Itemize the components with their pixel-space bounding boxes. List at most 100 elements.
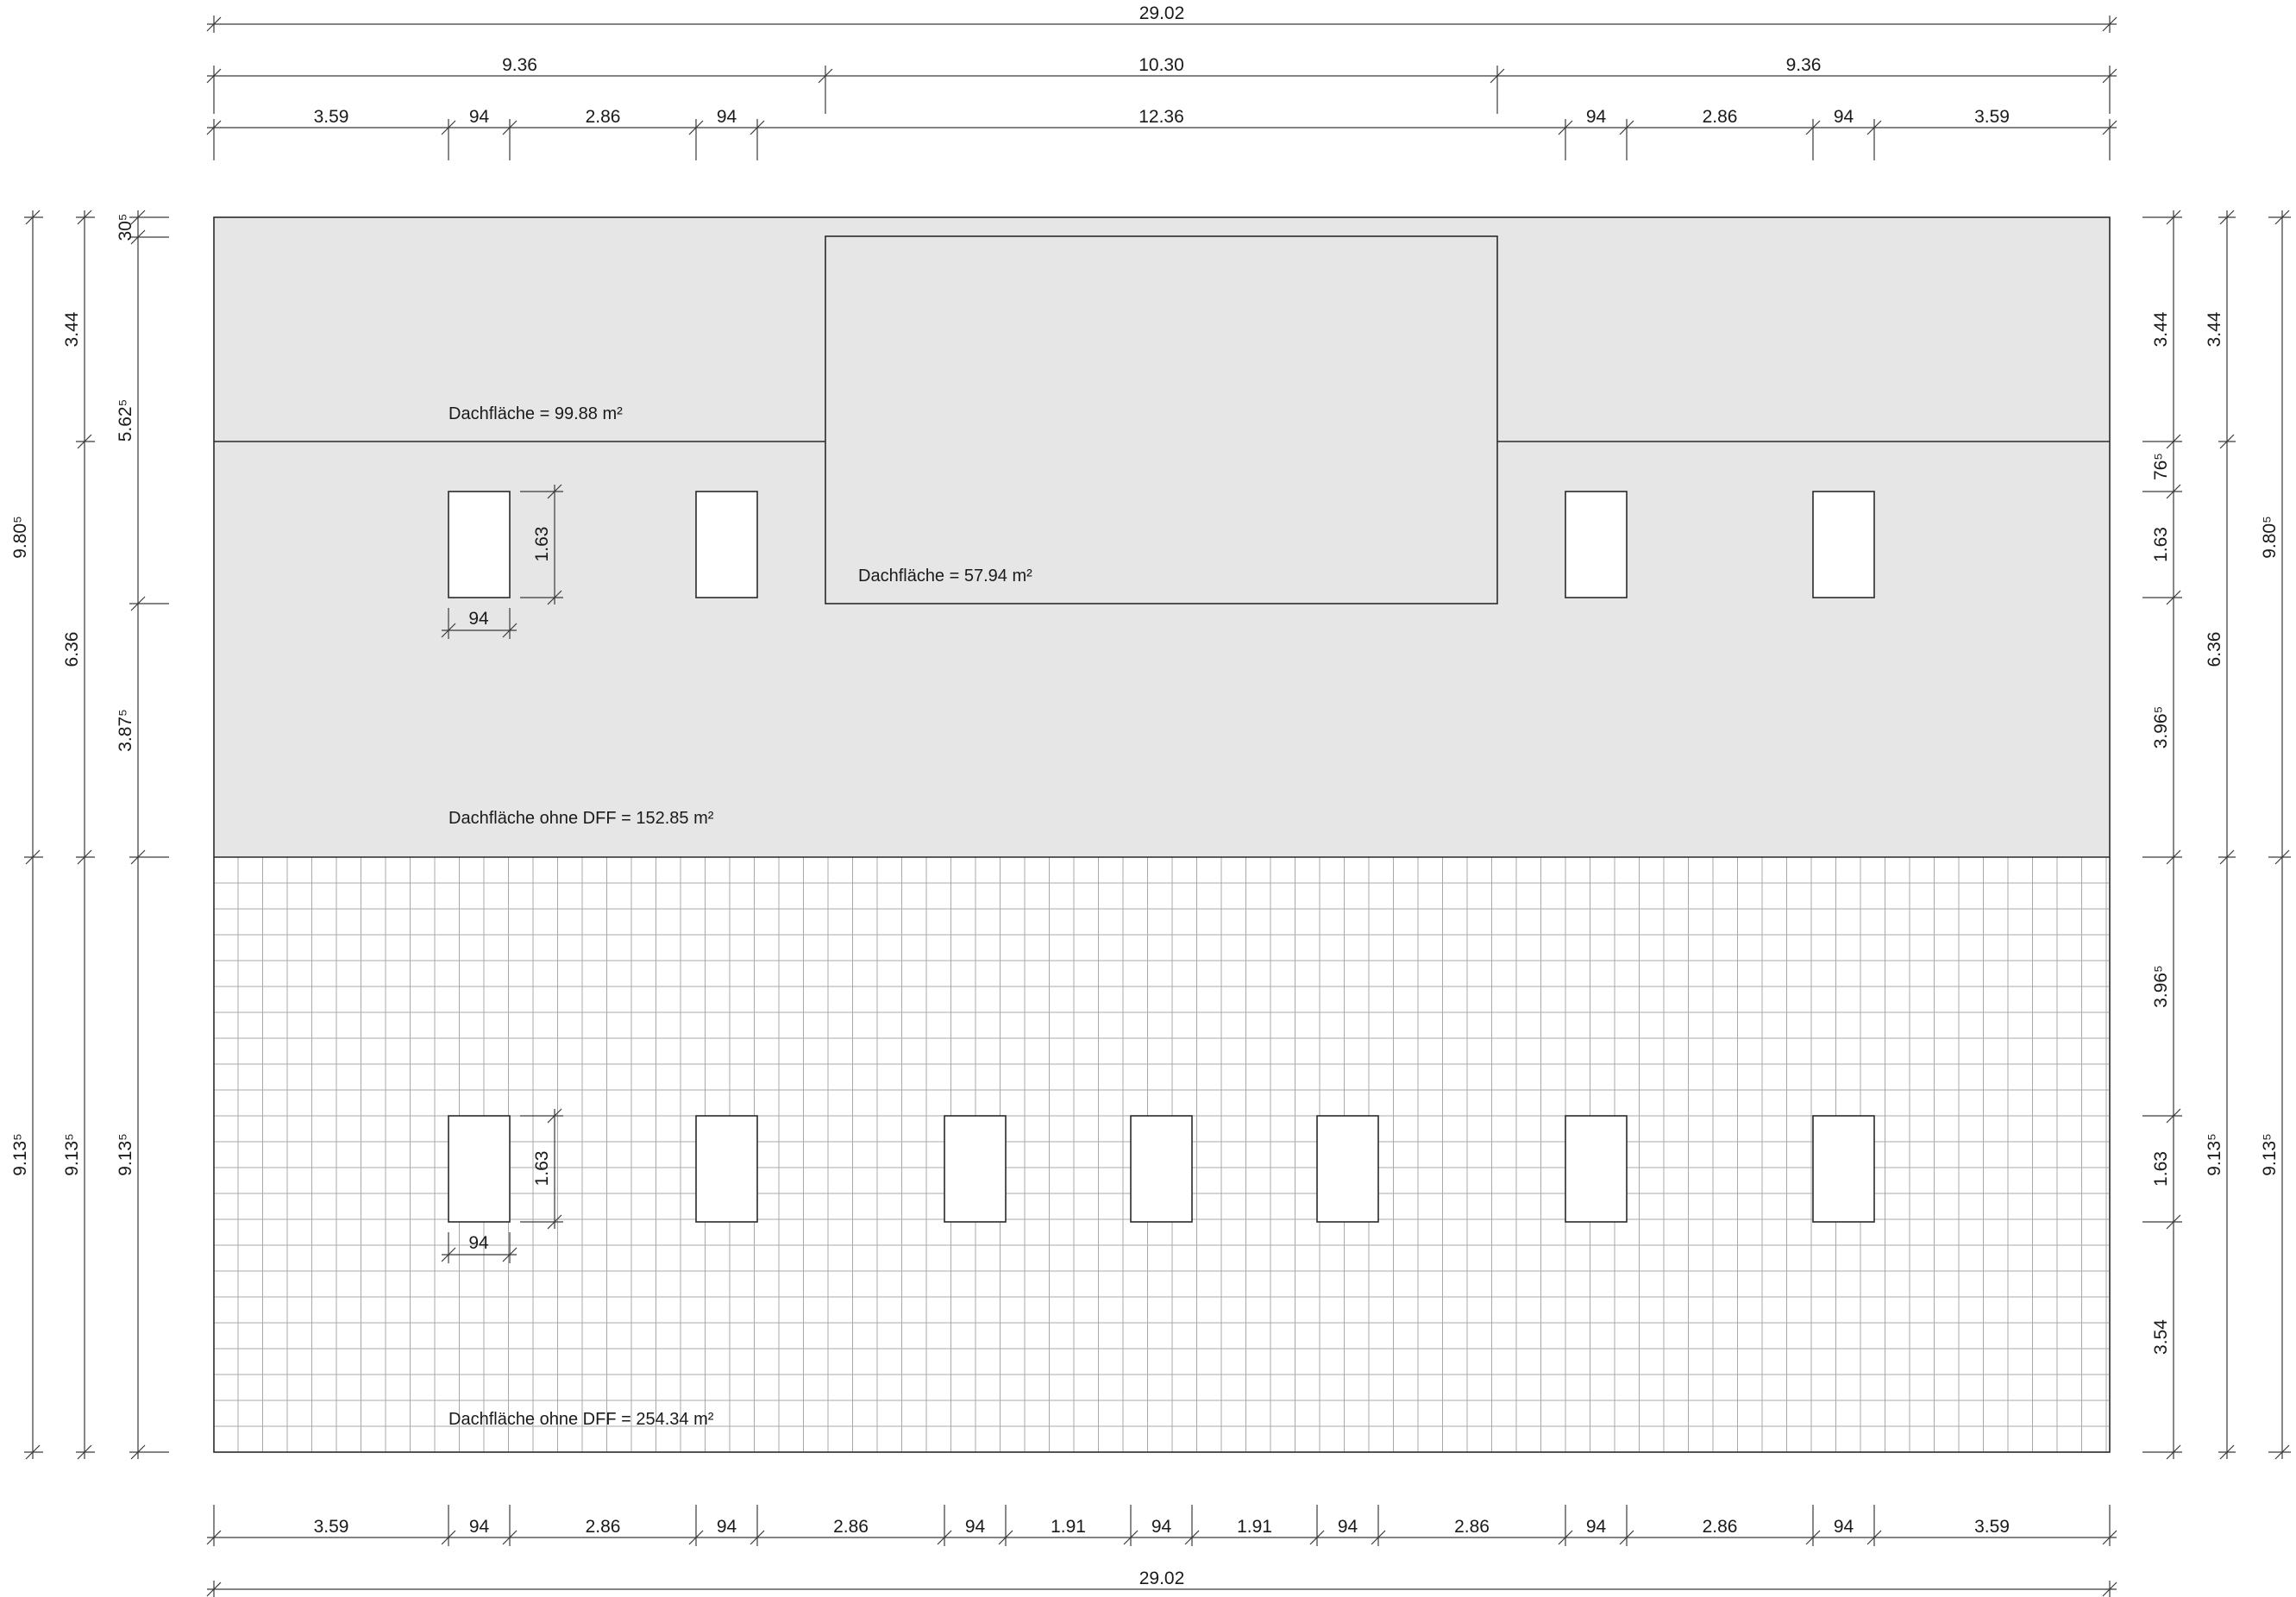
- dimension-tick: [1619, 120, 1634, 135]
- roof-window: [1130, 1115, 1193, 1223]
- area-label-upper-without-dff: Dachfläche ohne DFF = 152.85 m²: [449, 809, 714, 828]
- dimension-label: 2.86: [586, 1517, 621, 1537]
- dimension-label: 3.44: [2151, 311, 2171, 347]
- roof-window: [1565, 491, 1628, 598]
- dimension-tick: [2166, 1108, 2181, 1124]
- dimension-tick: [1805, 1530, 1821, 1545]
- dimension-label: 3.59: [1974, 1517, 2010, 1537]
- dimension-tick: [1490, 68, 1505, 84]
- dimension-chains: 29.02 9.36 10.30 9.36 3.59 94 2.86 94 12.36 94 2.8…: [10, 3, 2291, 1597]
- dimension-tick: [2219, 849, 2235, 865]
- dimension-label: 9.36: [1786, 55, 1822, 75]
- dimension-label: 1.63: [2151, 1151, 2171, 1187]
- dimension-tick: [547, 590, 562, 605]
- dimension-label: 2.86: [1703, 107, 1738, 127]
- dimension-label: 9.80⁵: [2260, 516, 2280, 559]
- dimension-tick: [502, 1530, 518, 1545]
- dimension-tick: [2166, 1444, 2181, 1460]
- dimension-label: 94: [1586, 107, 1607, 127]
- dimension-tick: [2166, 1214, 2181, 1230]
- dimension-tick: [1558, 120, 1573, 135]
- dimension-label: 10.30: [1139, 55, 1184, 75]
- dimension-label: 9.13⁵: [2260, 1133, 2280, 1176]
- dimension-tick: [441, 1530, 456, 1545]
- roof-window: [695, 491, 758, 598]
- dimension-tick: [1184, 1530, 1200, 1545]
- dimension-tick: [441, 623, 456, 638]
- dimension-label: 94: [717, 107, 737, 127]
- dimension-tick: [206, 1581, 222, 1597]
- dimension-label: 9.13⁵: [2205, 1133, 2224, 1176]
- dimension-tick: [130, 1444, 146, 1460]
- dimension-tick: [2274, 849, 2290, 865]
- dimension-tick: [502, 623, 518, 638]
- dimension-label: 94: [1338, 1517, 1358, 1537]
- dimension-label: 1.91: [1051, 1517, 1086, 1537]
- dimension-label: 94: [1586, 1517, 1607, 1537]
- dimension-tick: [1558, 1530, 1573, 1545]
- roof-window: [1316, 1115, 1379, 1223]
- dimension-label: 94: [469, 107, 490, 127]
- dimension-tick: [2166, 484, 2181, 499]
- upper-roof-surface: [214, 217, 2110, 857]
- dimension-label: 3.44: [62, 311, 82, 347]
- dimension-label: 94: [1834, 1517, 1854, 1537]
- dimension-tick: [1866, 120, 1882, 135]
- dimension-tick: [2102, 1581, 2117, 1597]
- window-width-label: 94: [468, 609, 489, 629]
- dimension-label: 94: [965, 1517, 986, 1537]
- area-label-upper-roof: Dachfläche = 99.88 m²: [449, 404, 623, 423]
- dimension-label: 5.62⁵: [116, 399, 135, 442]
- roof-window: [944, 1115, 1007, 1223]
- dimension-tick: [1123, 1530, 1139, 1545]
- dimension-tick: [2274, 1444, 2290, 1460]
- dimension-tick: [206, 1530, 222, 1545]
- window-height-label: 1.63: [532, 527, 552, 562]
- dimension-label: 3.44: [2205, 311, 2224, 347]
- area-label-lower-without-dff: Dachfläche ohne DFF = 254.34 m²: [449, 1410, 714, 1429]
- dimension-tick: [2219, 210, 2235, 225]
- dimension-tick: [998, 1530, 1013, 1545]
- dimension-label: 29.02: [1139, 3, 1185, 23]
- dimension-tick: [2102, 68, 2117, 84]
- dimension-label: 2.86: [1703, 1517, 1738, 1537]
- dimension-label: 94: [1151, 1517, 1172, 1537]
- dimension-tick: [937, 1530, 952, 1545]
- dimension-tick: [25, 210, 41, 225]
- roof-outline: [213, 216, 2111, 1453]
- dimension-tick: [130, 596, 146, 611]
- dimension-tick: [77, 1444, 92, 1460]
- dimension-tick: [2166, 434, 2181, 449]
- dimension-label: 3.59: [1974, 107, 2010, 127]
- dimension-tick: [2166, 590, 2181, 605]
- dimension-label: 94: [717, 1517, 737, 1537]
- dimension-label: 1.91: [1237, 1517, 1272, 1537]
- dimension-tick: [130, 210, 146, 225]
- dimension-label: 3.54: [2151, 1319, 2171, 1355]
- dimension-tick: [206, 68, 222, 84]
- dimension-tick: [2102, 16, 2117, 32]
- roof-window: [448, 491, 511, 598]
- dimension-tick: [2166, 210, 2181, 225]
- dimension-tick: [547, 484, 562, 499]
- dimension-tick: [547, 1214, 562, 1230]
- dimension-tick: [2102, 1530, 2117, 1545]
- dormer-outline: [825, 235, 1498, 604]
- dimension-tick: [1309, 1530, 1325, 1545]
- dimension-tick: [688, 1530, 704, 1545]
- dimension-tick: [502, 120, 518, 135]
- dimension-label: 3.59: [314, 1517, 349, 1537]
- dimension-label: 94: [1834, 107, 1854, 127]
- dimension-label: 29.02: [1139, 1569, 1185, 1588]
- dimension-tick: [818, 68, 833, 84]
- dimension-tick: [502, 1247, 518, 1262]
- roof-window: [695, 1115, 758, 1223]
- window-height-label: 1.63: [532, 1151, 552, 1187]
- roof-window: [448, 1115, 511, 1223]
- dimension-tick: [750, 120, 765, 135]
- dimension-label: 3.59: [314, 107, 349, 127]
- roof-window: [1812, 491, 1875, 598]
- dimension-tick: [1866, 1530, 1882, 1545]
- dimension-tick: [130, 849, 146, 865]
